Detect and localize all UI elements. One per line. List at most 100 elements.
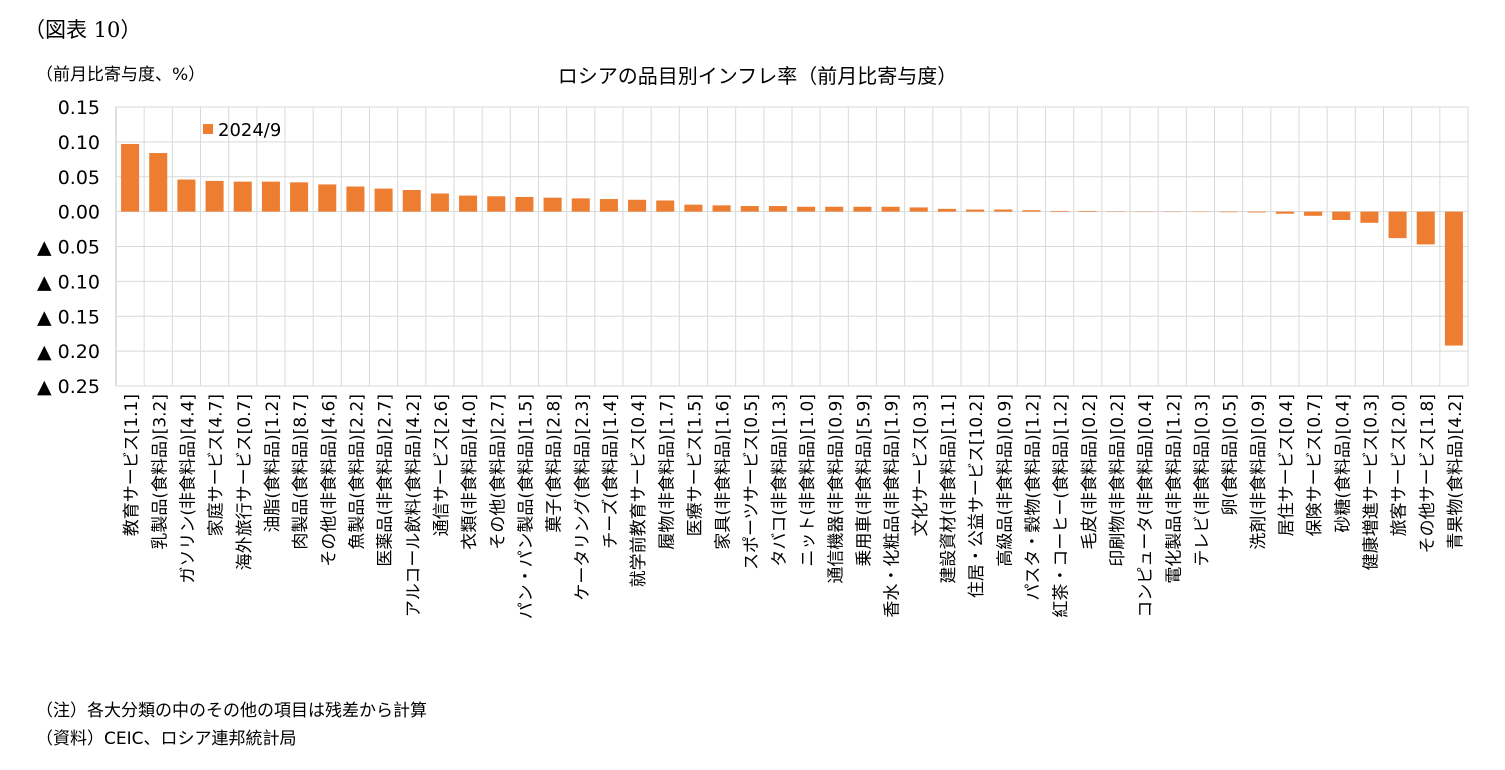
bar — [797, 206, 816, 212]
bar — [1219, 211, 1238, 213]
x-tick-label: 教育サービス[1.1] — [122, 394, 142, 536]
bar — [825, 206, 844, 212]
bar — [994, 209, 1013, 212]
y-tick-label: ▲ 0.05 — [37, 237, 100, 259]
bar — [937, 208, 956, 212]
bar — [768, 206, 787, 212]
y-tick-label: ▲ 0.20 — [37, 341, 100, 363]
bar — [374, 188, 393, 212]
legend-swatch — [203, 124, 213, 134]
x-tick-label: その他サービス[1.8] — [1418, 394, 1438, 553]
bar — [1388, 211, 1407, 239]
x-tick-label: 印刷物(非食料品)[0.2] — [1108, 394, 1128, 567]
x-tick-label: 菓子(食料品)[2.8] — [545, 394, 565, 533]
bar — [261, 181, 280, 212]
x-tick-label: 紅茶・コーヒー(食料品)[1.2] — [1052, 394, 1072, 618]
x-tick-label: 就学前教育サービス[0.4] — [629, 394, 649, 587]
bar — [1332, 211, 1351, 220]
bar — [318, 184, 337, 212]
y-tick-label: 0.10 — [58, 132, 100, 154]
bar — [571, 198, 590, 212]
x-tick-label: 履物(非食料品)[1.7] — [657, 394, 677, 550]
x-tick-label: 電化製品(非食料品)[1.2] — [1164, 394, 1184, 584]
bar — [1444, 211, 1463, 346]
x-tick-label: 住居・公益サービス[10.2] — [967, 394, 987, 598]
bar — [543, 197, 562, 212]
x-tick-label: コンピュータ(非食料品)[0.4] — [1136, 394, 1156, 618]
x-tick-label: ケータリング(食料品)[2.3] — [573, 394, 593, 601]
bar — [881, 206, 900, 212]
bar — [205, 180, 224, 212]
x-tick-label: パスタ・穀物(食料品)[1.2] — [1023, 394, 1043, 601]
x-tick-label: ニット(非食料品)[1.0] — [798, 394, 818, 567]
x-tick-label: アルコール飲料(食料品)[4.2] — [404, 394, 424, 617]
x-tick-label: 医療サービス[1.5] — [685, 394, 705, 536]
x-tick-label: タバコ(非食料品)[1.3] — [770, 394, 790, 567]
bar — [233, 181, 252, 212]
y-tick-label: ▲ 0.15 — [37, 306, 100, 328]
x-tick-label: 乳製品(食料品)[3.2] — [150, 394, 170, 550]
legend: 2024/9 — [203, 120, 281, 141]
x-tick-label: 卵(食料品)[0.5] — [1221, 394, 1241, 516]
x-tick-label: 衣類(非食料品)[4.0] — [460, 394, 480, 550]
bar — [430, 193, 449, 212]
bar — [1416, 211, 1435, 245]
x-tick-label: 肉製品(食料品)[8.7] — [291, 394, 311, 550]
x-tick-label: 高級品(非食料品)[0.9] — [995, 394, 1015, 567]
legend-label: 2024/9 — [218, 120, 281, 141]
bar — [1247, 211, 1266, 213]
x-tick-label: 油脂(食料品)[1.2] — [263, 394, 283, 533]
bar — [121, 143, 140, 212]
x-tick-label: 通信サービス[2.6] — [432, 394, 452, 536]
x-tick-label: その他(食料品)[2.7] — [488, 394, 508, 550]
x-tick-label: 医薬品(非食料品)[2.7] — [376, 394, 396, 567]
bar-chart: 0.15 0.10 0.05 0.00 ▲ 0.05 ▲ 0.10 ▲ 0.15 ▲ 0.20… — [37, 97, 1469, 619]
x-tick-label: 乗用車(非食料品)[5.9] — [854, 394, 874, 567]
x-tick-label: 家庭サービス[4.7] — [207, 394, 227, 536]
bars — [121, 143, 1463, 346]
bar — [487, 196, 506, 212]
x-tick-label: スポーツサービス[0.5] — [742, 394, 762, 570]
x-tick-label: 通信機器(非食料品)[0.9] — [826, 394, 846, 584]
bar — [656, 200, 675, 212]
bar — [290, 182, 309, 212]
bar — [966, 209, 985, 212]
x-tick-label: パン・パン製品(食料品)[1.5] — [516, 394, 536, 619]
y-axis-unit-label: （前月比寄与度、%） — [36, 65, 206, 85]
x-tick-label: 居住サービス[0.4] — [1277, 394, 1297, 536]
y-tick-label: ▲ 0.25 — [37, 376, 100, 398]
x-tick-label: チーズ(食料品)[1.4] — [601, 394, 621, 549]
x-tick-label: その他(非食料品)[4.6] — [319, 394, 339, 567]
bar — [1360, 211, 1379, 223]
y-axis: 0.15 0.10 0.05 0.00 ▲ 0.05 ▲ 0.10 ▲ 0.15 ▲ 0.20… — [37, 97, 100, 398]
bar — [599, 199, 618, 212]
bar — [740, 206, 759, 212]
bar — [1275, 211, 1294, 214]
gridlines — [115, 106, 1469, 387]
figure-label: （図表 10） — [24, 18, 142, 42]
x-tick-label: 保険サービス[0.7] — [1305, 394, 1325, 536]
bar — [853, 206, 872, 212]
bar — [1050, 210, 1069, 212]
bar — [712, 205, 731, 212]
bar — [684, 204, 703, 212]
bar — [177, 179, 196, 212]
x-tick-label: 建設資材(非食料品)[1.1] — [939, 394, 959, 584]
y-tick-label: 0.05 — [58, 167, 100, 189]
bar — [909, 207, 928, 212]
x-tick-label: 健康増進サービス[0.3] — [1361, 394, 1381, 570]
x-tick-label: 洗剤(非食料品)[0.9] — [1249, 394, 1269, 550]
x-tick-label: 香水・化粧品(非食料品)[1.9] — [883, 394, 903, 618]
bar — [1022, 210, 1041, 212]
bar — [1078, 210, 1097, 212]
bar — [149, 153, 168, 212]
bar — [459, 195, 478, 212]
source-note: （資料）CEIC、ロシア連邦統計局 — [36, 729, 297, 749]
x-tick-label: 砂糖(食料品)[0.4] — [1333, 394, 1353, 533]
y-tick-label: 0.15 — [58, 97, 100, 119]
y-tick-label: ▲ 0.10 — [37, 271, 100, 293]
x-axis-labels: 教育サービス[1.1] 乳製品(食料品)[3.2] ガソリン(非食料品)[4.4] 家… — [122, 394, 1466, 619]
x-tick-label: ガソリン(非食料品)[4.4] — [178, 394, 198, 584]
footnote: （注）各大分類の中のその他の項目は残差から計算 — [36, 701, 427, 721]
chart-title: ロシアの品目別インフレ率（前月比寄与度） — [557, 64, 958, 88]
